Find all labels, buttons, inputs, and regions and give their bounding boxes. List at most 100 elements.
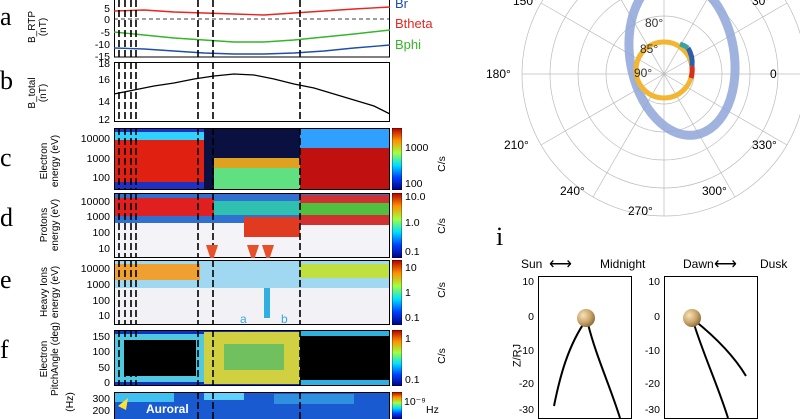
panel-i-right-tick: -20 [644,378,660,390]
panel-b-plot [114,62,390,122]
panel-g-colorbar [392,392,402,419]
panel-a-plot [114,0,390,58]
panel-letter-i: i [496,222,504,251]
panel-letter-f: f [0,335,9,364]
panel-b-ylabel-unit: (nT) [38,83,49,103]
legend-btheta: Btheta [395,16,433,31]
polar-angle-270: 270° [628,204,653,218]
panel-b-tick: 16 [98,74,110,86]
panel-g-tick: 300 [92,393,110,405]
panel-e-spectrogram [114,260,390,325]
panel-g-cb-tick: 10⁻⁹ [404,396,426,408]
polar-plot [521,0,800,217]
panel-f-ylabel: Electron PitchAngle (deg) [39,314,61,404]
panel-i-tick: -20 [518,378,534,390]
panel-f-colorbar [392,330,402,386]
panel-a-tick: -5 [100,27,110,39]
polar-angle-150: 150° [513,0,538,8]
panel-letter-a: a [0,2,12,31]
double-arrow-icon: ⟷ [714,256,737,273]
panel-i-left-to: Midnight [600,257,646,271]
panel-c-ylabel-name: Electron [39,142,50,180]
panel-c-cb-unit: C/s [435,156,448,172]
panel-e-tick: 100 [92,295,110,307]
panel-i-tick: 10 [522,276,534,288]
panel-e-annotation-b: b [281,312,288,326]
panel-e-cb-tick: 1 [405,287,411,299]
panel-i-tick: -30 [518,404,534,416]
panel-e-cb-tick: 10 [405,262,417,274]
polar-angle-210: 210° [504,138,529,152]
panel-a-tick: -10 [94,39,110,51]
polar-angle-240: 240° [560,184,585,198]
panel-i-right-tick: 0 [654,311,660,323]
panel-i-tick: 0 [528,311,534,323]
panel-e-colorbar [392,260,402,325]
panel-a-tick: -15 [94,51,110,63]
panel-d-cb-unit: C/s [435,218,448,234]
panel-c-ylabel: Electron energy (eV) [39,126,61,196]
polar-angle-330: 330° [752,138,777,152]
panel-c-tick: 10000 [80,133,110,145]
polar-lat-90: 90° [634,66,653,80]
polar-lat-80: 80° [645,16,664,30]
panel-d-tick: 1000 [86,211,110,223]
panel-d-cb-tick: 10.0 [405,191,426,203]
panel-c-colorbar [392,128,402,190]
panel-letter-b: b [0,66,13,95]
panel-f-ylabel-name: Electron [39,340,50,378]
panel-b-ylabel-name: B_total [27,77,38,109]
panel-i-right-plot [664,276,758,419]
legend-bphi: Bphi [395,37,422,52]
panel-d-colorbar [392,193,402,258]
panel-a-tick: 0 [104,14,110,26]
panel-c-tick: 100 [92,172,110,184]
polar-lat-85: 85° [640,42,659,56]
panel-f-ylabel-unit: PitchAngle (deg) [50,322,61,396]
panel-i-tick: -10 [518,345,534,357]
panel-f-tick: 100 [92,346,110,358]
panel-e-tick: 1000 [86,279,110,291]
polar-angle-300: 300° [702,184,727,198]
panel-g-annotation-auroral: Auroral [146,402,189,416]
panel-f-tick: 50 [98,362,110,374]
panel-e-cb-tick: 0.1 [405,312,420,324]
panel-f-cb-unit: C/s [435,348,448,364]
polar-angle-180: 180° [486,67,511,81]
panel-i-right-tick: -30 [644,404,660,416]
panel-b-tick: 12 [98,114,110,126]
panel-c-cb-tick: 100 [405,178,423,190]
panel-f-cb-tick: 0.1 [405,374,420,386]
panel-g-cb-unit: Hz [426,404,439,416]
panel-d-ylabel: Protons energy (eV) [39,190,61,260]
panel-f-tick: 150 [92,331,110,343]
panel-c-tick: 1000 [86,153,110,165]
panel-f-cb-tick: 1 [405,333,411,345]
panel-d-tick: 100 [92,227,110,239]
panel-f-tick: 0 [104,377,110,389]
panel-letter-d: d [0,203,13,232]
panel-i-right-tick: -10 [644,345,660,357]
double-arrow-icon: ⟷ [549,256,572,273]
legend-br: Br [395,0,408,11]
panel-d-spectrogram [114,193,390,258]
panel-letter-e: e [0,265,12,294]
panel-e-tick: 10000 [80,263,110,275]
panel-f-spectrogram [114,330,390,386]
panel-d-ylabel-name: Protons [39,207,50,243]
panel-i-left-plot [538,276,632,419]
panel-i-right-to: Dusk [760,257,788,271]
panel-e-cb-unit: C/s [435,282,448,298]
panel-a-tick: 5 [104,3,110,15]
panel-d-tick: 10 [98,243,110,255]
panel-d-ylabel-unit: energy (eV) [50,198,61,252]
panel-i-left-from: Sun [521,257,543,271]
panel-e-annotation-a: a [240,312,247,326]
panel-i-right-from: Dawn [683,257,714,271]
panel-a-ylabel-unit: (nT) [38,17,49,37]
panel-letter-c: c [0,143,12,172]
polar-angle-0: 0 [770,67,777,81]
panel-d-cb-tick: 1.0 [405,217,420,229]
panel-g-spectrogram [114,392,390,419]
panel-a-ylabel: B_RTP (nT) [27,0,49,57]
